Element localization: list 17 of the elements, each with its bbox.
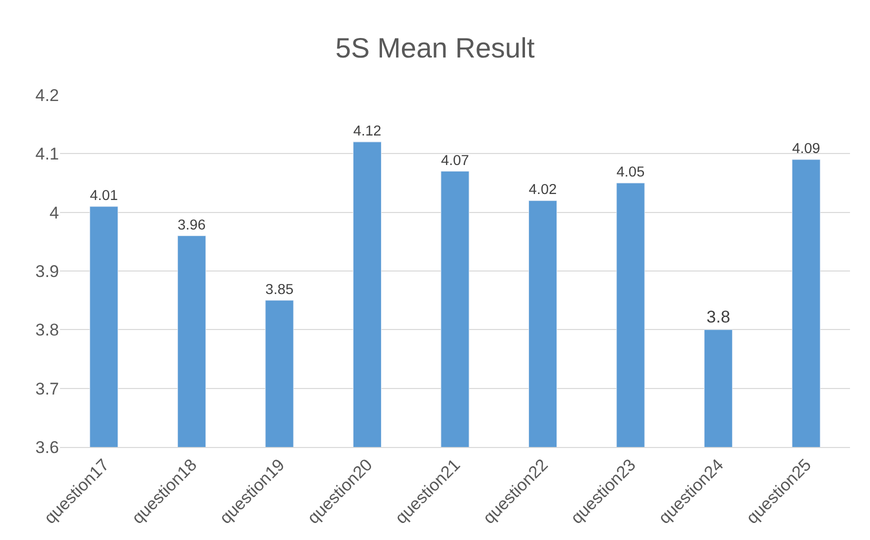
y-tick-label: 3.7 bbox=[35, 379, 59, 398]
data-label: 3.96 bbox=[178, 217, 206, 234]
y-tick-label: 3.6 bbox=[35, 438, 59, 457]
y-tick-label: 3.8 bbox=[35, 320, 59, 340]
data-label: 4.01 bbox=[90, 188, 118, 204]
data-label: 4.12 bbox=[353, 124, 382, 140]
data-label: 4.05 bbox=[616, 164, 645, 181]
y-tick-label: 4.1 bbox=[35, 144, 59, 164]
data-label: 4.02 bbox=[528, 182, 557, 198]
data-label: 4.09 bbox=[792, 141, 820, 158]
chart-title: 5S Mean Result bbox=[335, 32, 535, 64]
y-tick-label: 4 bbox=[50, 203, 59, 222]
y-tick-label: 4.2 bbox=[35, 86, 59, 105]
y-tick-label: 3.9 bbox=[35, 262, 59, 281]
data-label: 3.85 bbox=[265, 282, 294, 298]
data-label: 3.8 bbox=[706, 308, 730, 327]
data-label: 4.07 bbox=[440, 152, 470, 169]
